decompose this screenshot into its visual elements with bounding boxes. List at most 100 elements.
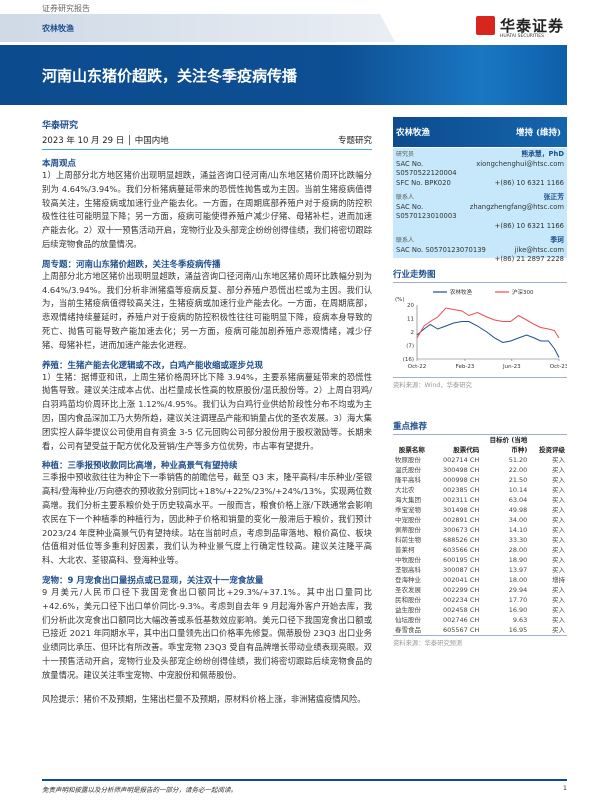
table-cell: 买入 bbox=[552, 566, 565, 574]
table-cell: 600195 CH bbox=[442, 556, 480, 564]
section-text: 9 月美元/人民币口径下我国宠食出口额同比+29.3%/+37.1%。其中出口量… bbox=[42, 586, 372, 680]
page-number: 1 bbox=[562, 784, 567, 792]
analyst-phone: +(86) 10 6321 1166 bbox=[494, 178, 564, 187]
x-tick-label: Feb-23 bbox=[456, 364, 475, 370]
table-cell: 买入 bbox=[552, 546, 565, 554]
rating-value: 增持 (维持) bbox=[515, 128, 561, 138]
table-cell: 301498 CH bbox=[442, 506, 480, 514]
analyst-email[interactable]: jike@htsc.com bbox=[514, 245, 564, 254]
analyst-name: 熊承慧，PhD bbox=[521, 150, 564, 158]
table-row: 中牧股份 600195 CH 18.90 买入 bbox=[393, 555, 567, 565]
table-cell: 益生股份 bbox=[395, 606, 421, 614]
table-cell: 18.90 bbox=[508, 556, 528, 564]
table-cell: 荃银高科 bbox=[395, 566, 421, 574]
analyst-sac: SAC No. S0570123010003 bbox=[396, 202, 457, 221]
table-cell: 002041 CH bbox=[442, 576, 480, 584]
legend-label: 沪深300 bbox=[512, 288, 534, 296]
table-cell: 002299 CH bbox=[442, 586, 480, 594]
analyst-phone: +(86) 10 6321 1166 bbox=[494, 221, 564, 230]
column-header: 投资评级 bbox=[539, 446, 565, 454]
table-cell: 10.14 bbox=[508, 486, 528, 494]
report-date: 2023 年 10 月 29 日 │ 中国内地 bbox=[42, 136, 169, 146]
trend-title: 行业走势图 bbox=[393, 268, 567, 283]
title-banner: 河南山东猪价超跌，关注冬季疫病传播 bbox=[0, 45, 567, 105]
table-cell: 普莱柯 bbox=[395, 546, 415, 554]
table-cell: 中牧股份 bbox=[395, 556, 421, 564]
table-cell: 300087 CH bbox=[442, 566, 480, 574]
table-row: 春雪食品 605567 CH 16.95 买入 bbox=[393, 625, 567, 635]
table-cell: 中宠股份 bbox=[395, 516, 421, 524]
rating-header: 农林牧渔 增持 (维持) bbox=[393, 117, 567, 147]
x-tick-label: Jun-23 bbox=[502, 364, 521, 370]
section-text: 三季报中预收款往往为种企下一季销售的前瞻信号，截至 Q3 末，隆平高科/丰乐种业… bbox=[42, 472, 372, 566]
analyst-role: 联系人 bbox=[396, 237, 415, 244]
series-line-0 bbox=[416, 321, 560, 358]
table-cell: 16.95 bbox=[508, 626, 528, 634]
table-row: 登海种业 002041 CH 18.00 增持 bbox=[393, 575, 567, 585]
huatai-logo: 华泰证券 HUATAI SECURITIES bbox=[476, 14, 566, 42]
table-cell: 买入 bbox=[552, 496, 565, 504]
table-cell: 买入 bbox=[552, 556, 565, 564]
logo-mark-icon bbox=[476, 16, 495, 35]
section: 周专题：河南山东猪价超跌，关注冬季疫病传播 上周部分北方地区猪价出现明显超跌，涌益… bbox=[42, 258, 372, 353]
disclaimer: 免责声明和披露以及分析师声明是报告的一部分，请务必一起阅读。 bbox=[42, 786, 237, 794]
column-header: 股票名称 bbox=[398, 446, 425, 454]
table-cell: 买入 bbox=[552, 616, 565, 624]
analyst-email[interactable]: xiongchenghui@htsc.com bbox=[476, 159, 564, 168]
org-name: 华泰研究 bbox=[42, 121, 79, 131]
table-cell: 登海种业 bbox=[395, 576, 421, 584]
table-cell: 002458 CH bbox=[442, 606, 480, 614]
footer-divider bbox=[42, 779, 567, 781]
analyst-name: 张正芳 bbox=[543, 193, 564, 201]
table-cell: 仙坛股份 bbox=[395, 616, 421, 624]
table-row: 隆平高科 000998 CH 21.50 买入 bbox=[393, 475, 567, 485]
table-cell: 49.98 bbox=[508, 506, 528, 514]
analyst-sac: SAC No. S0570522120004 bbox=[396, 159, 457, 178]
table-cell: 科前生物 bbox=[395, 536, 421, 544]
table-row: 大北农 002385 CH 10.14 买入 bbox=[393, 485, 567, 495]
table-cell: 605567 CH bbox=[442, 626, 480, 634]
table-cell: 002385 CH bbox=[442, 486, 480, 494]
table-cell: 佩蒂股份 bbox=[395, 526, 421, 534]
section-text: 1）生猪：据博亚和讯，上周生猪价格周环比下降 3.94%，主要系猪病蔓延带来的恐… bbox=[42, 371, 372, 451]
section-text: 1）上周部分北方地区猪价出现明显超跌，涌益咨询口径河南/山东地区猪价周环比跌幅分… bbox=[42, 170, 372, 249]
section-title: 养殖：生猪产能去化逻辑或不改，白鸡产能收缩或逐步兑现 bbox=[42, 360, 264, 371]
table-cell: 13.97 bbox=[508, 566, 528, 574]
table-cell: 海大集团 bbox=[395, 496, 421, 504]
table-cell: 21.50 bbox=[508, 476, 528, 484]
series-line-1 bbox=[416, 307, 560, 339]
column-header: 目标价 (当地币种) bbox=[489, 436, 528, 454]
analyst-phone: +(86) 21 2897 2228 bbox=[494, 255, 564, 263]
table-row: 民和股份 002234 CH 17.70 买入 bbox=[393, 595, 567, 605]
analyst-box: 研究员 熊承慧，PhD SAC No. S0570522120004 xiongche… bbox=[393, 148, 567, 263]
table-cell: 29.94 bbox=[508, 586, 528, 594]
column-header: 股票代码 bbox=[453, 446, 480, 454]
trend-source: 资料来源：Wind，华泰研究 bbox=[393, 377, 567, 389]
report-body: 本周观点 1）上周部分北方地区猪价出现明显超跌，涌益咨询口径河南/山东地区猪价周环… bbox=[42, 151, 372, 706]
section: 风险提示：猪价不及预期，生猪出栏量不及预期，原材料价格上涨，非洲猪瘟疫情风险。 bbox=[42, 693, 372, 707]
table-cell: 17.70 bbox=[508, 596, 528, 604]
doc-type-label: 证券研究报告 bbox=[42, 4, 90, 13]
table-cell: 51.20 bbox=[508, 456, 528, 464]
table-cell: 002714 CH bbox=[442, 456, 480, 464]
table-cell: 买入 bbox=[552, 536, 565, 544]
table-row: 温氏股份 300498 CH 22.00 买入 bbox=[393, 465, 567, 475]
table-cell: 买入 bbox=[552, 476, 565, 484]
legend-label: 农林牧渔 bbox=[450, 288, 473, 296]
table-row: 普莱柯 603566 CH 28.00 买入 bbox=[393, 545, 567, 555]
table-cell: 买入 bbox=[552, 466, 565, 474]
y-axis-label: (%) bbox=[395, 297, 405, 303]
recommend-title: 重点推荐 bbox=[393, 420, 567, 435]
analyst-name: 季珂 bbox=[550, 236, 564, 244]
table-cell: 买入 bbox=[552, 596, 565, 604]
section-title: 本周观点 bbox=[42, 159, 77, 169]
recommend-source: 资料来源：华泰研究预测 bbox=[393, 635, 567, 647]
section-text: 上周部分北方地区猪价出现明显超跌，涌益咨询口径河南/山东地区猪价周环比跌幅分别为… bbox=[42, 270, 372, 350]
table-cell: 牧原股份 bbox=[395, 456, 421, 464]
table-cell: 隆平高科 bbox=[395, 476, 421, 484]
report-title: 河南山东猪价超跌，关注冬季疫病传播 bbox=[42, 67, 298, 85]
table-cell: 春雪食品 bbox=[395, 626, 421, 634]
analyst-email[interactable]: zhangzhengfang@htsc.com bbox=[469, 202, 564, 211]
table-cell: 002311 CH bbox=[442, 496, 480, 504]
table-cell: 18.00 bbox=[508, 576, 528, 584]
